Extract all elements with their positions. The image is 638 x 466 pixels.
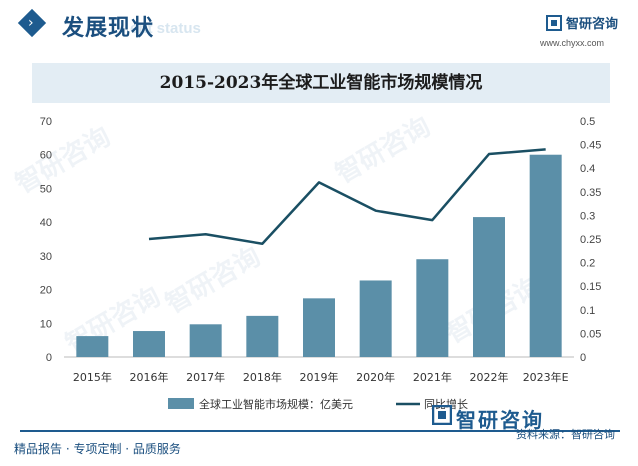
brand-url: www.chyxx.com: [540, 38, 605, 48]
section-title: 发展现状: [62, 16, 155, 41]
section-title-en: ent status: [130, 20, 201, 37]
legend-label-line: 同比增长: [424, 397, 468, 411]
y-right-tick-label: 0.2: [580, 258, 595, 270]
bar: [76, 336, 109, 357]
footer-slogan: 精品报告 · 专项定制 · 品质服务: [14, 442, 181, 456]
y-right-tick-label: 0.35: [580, 187, 601, 199]
y-right-tick-label: 0.4: [580, 163, 595, 175]
y-left-tick-label: 40: [40, 217, 52, 229]
y-right-tick-label: 0.45: [580, 140, 601, 152]
y-left-tick-label: 30: [40, 251, 52, 263]
growth-line: [148, 148, 546, 245]
y-left-tick-label: 10: [40, 318, 52, 330]
x-tick-label: 2018年: [243, 370, 282, 384]
brand-logo-icon: [546, 15, 562, 31]
bar: [473, 217, 505, 357]
y-right-tick-label: 0.15: [580, 281, 601, 293]
bar: [189, 324, 222, 357]
y-left-tick-label: 50: [40, 183, 52, 195]
x-tick-label: 2017年: [186, 370, 225, 384]
x-tick-label: 2022年: [470, 370, 509, 384]
bar: [246, 315, 279, 357]
data-source: 资料来源：智研咨询: [516, 428, 615, 441]
y-left-tick-label: 70: [40, 116, 52, 128]
bar: [359, 280, 392, 357]
footer-brand-logo: 智研咨询: [456, 408, 544, 432]
chart: 0 10 20 30 40 50 60 70 0 0.05 0.1 0.15 0.2 0.25 0.3 0.3…: [40, 116, 602, 411]
chart-title: 2015-2023年全球工业智能市场规模情况: [159, 73, 483, 93]
y-right-tick-label: 0.1: [580, 305, 595, 317]
bar: [303, 298, 335, 357]
bar: [133, 331, 165, 357]
bar: [416, 259, 449, 357]
chart-title-bar: 2015-2023年全球工业智能市场规模情况: [32, 63, 610, 103]
x-tick-label: 2016年: [130, 370, 169, 384]
y-left-tick-label: 20: [40, 285, 52, 297]
chevron-right-icon: ›: [28, 15, 34, 31]
brand-logo-icon: [432, 405, 452, 425]
brand-name: 智研咨询: [566, 17, 619, 32]
x-tick-label: 2019年: [300, 370, 339, 384]
bar: [529, 154, 562, 357]
y-right-tick-label: 0.05: [580, 328, 601, 340]
footer-divider: [20, 430, 620, 432]
legend-label-bar: 全球工业智能市场规模：亿美元: [199, 397, 353, 411]
x-tick-label: 2021年: [413, 370, 452, 384]
y-right-tick-label: 0.5: [580, 116, 595, 128]
legend-swatch-bar: [168, 398, 194, 409]
x-tick-label: 2020年: [356, 370, 395, 384]
x-tick-label: 2015年: [73, 370, 112, 384]
y-right-tick-label: 0.3: [580, 210, 595, 222]
header: › ent status 发展现状 智研咨询 www.chyxx.com: [0, 0, 638, 54]
y-right-tick-label: 0.25: [580, 234, 601, 246]
y-left-tick-label: 60: [40, 150, 52, 162]
y-left-tick-label: 0: [46, 352, 52, 364]
y-right-tick-label: 0: [580, 352, 586, 364]
x-tick-label: 2023年E: [523, 370, 569, 384]
